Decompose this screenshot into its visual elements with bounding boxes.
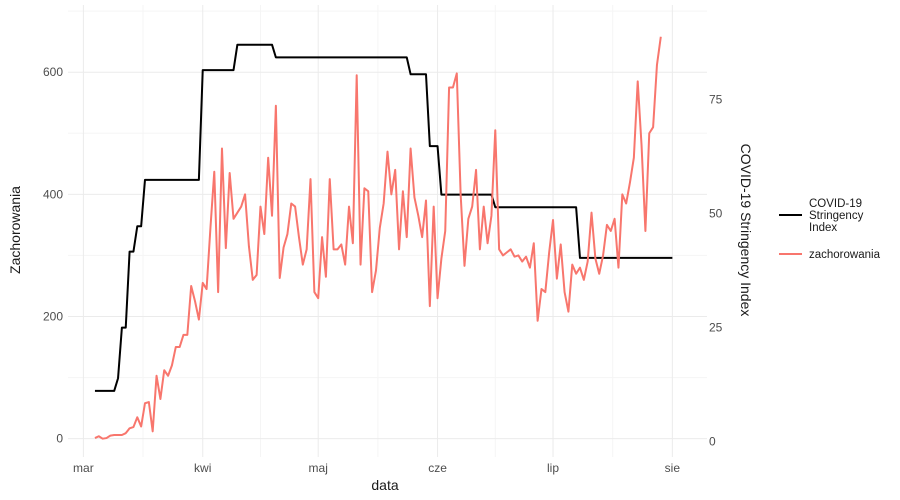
y-axis-left-title: Zachorowania bbox=[7, 186, 23, 274]
axes: 0 200 400 600 0 25 50 75 mar kwi maj cze lip sie bbox=[43, 65, 723, 475]
series-line-zachorowania bbox=[94, 36, 662, 440]
legend: COVID-19 Stringency Index zachorowania bbox=[779, 198, 881, 261]
y-left-tick-label: 600 bbox=[43, 65, 63, 79]
x-axis-title: data bbox=[371, 477, 398, 493]
y-axis-right-title: COVID-19 Stringency Index bbox=[738, 144, 754, 317]
x-tick-label: mar bbox=[73, 461, 94, 475]
y-left-tick-label: 200 bbox=[43, 310, 63, 324]
y-left-tick-label: 400 bbox=[43, 187, 63, 201]
series-layer bbox=[94, 36, 673, 440]
y-right-tick-label: 50 bbox=[709, 207, 723, 221]
legend-label-covid-19-stringency-index: COVID-19 Stringency Index bbox=[809, 198, 864, 234]
y-right-tick-label: 25 bbox=[709, 321, 723, 335]
legend-label-zachorowania: zachorowania bbox=[809, 249, 881, 261]
x-tick-label: lip bbox=[547, 461, 559, 475]
y-right-tick-label: 75 bbox=[709, 93, 723, 107]
x-tick-label: kwi bbox=[194, 461, 211, 475]
series-line-covid-19-stringency-index bbox=[94, 43, 673, 392]
x-tick-label: sie bbox=[665, 461, 681, 475]
x-tick-label: cze bbox=[428, 461, 447, 475]
x-tick-label: maj bbox=[309, 461, 328, 475]
y-left-tick-label: 0 bbox=[56, 432, 63, 446]
y-right-tick-label: 0 bbox=[709, 435, 716, 449]
